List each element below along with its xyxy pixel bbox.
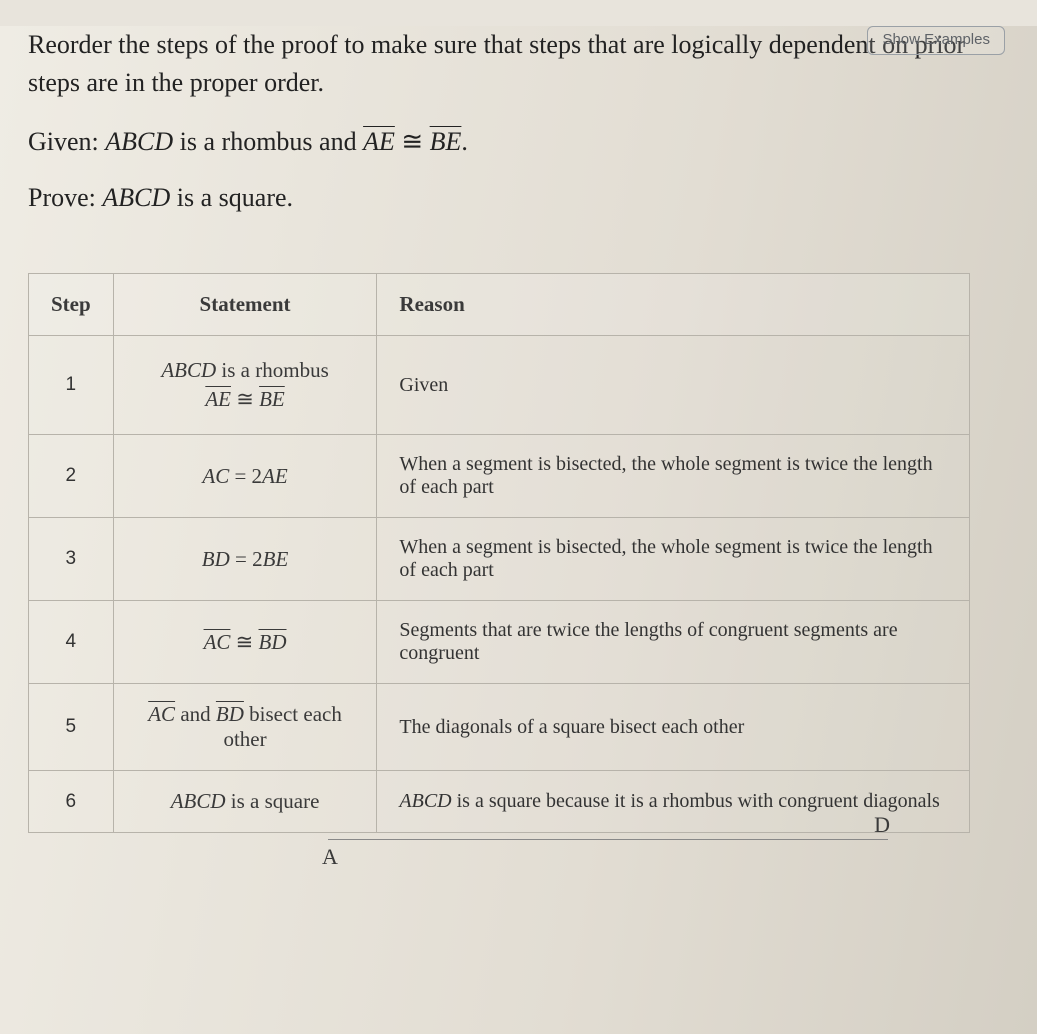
statement-cell: AC and BD bisect each other bbox=[113, 684, 377, 771]
step-number: 6 bbox=[29, 771, 114, 833]
stmt-seg: AE bbox=[205, 387, 231, 411]
stmt-lhs: AC bbox=[202, 464, 229, 488]
step-number: 4 bbox=[29, 601, 114, 684]
step-number: 3 bbox=[29, 518, 114, 601]
congruent-symbol: ≅ bbox=[236, 630, 254, 654]
given-text: is a rhombus and bbox=[173, 127, 363, 156]
prove-line: Prove: ABCD is a square. bbox=[28, 183, 1009, 213]
step-number: 5 bbox=[29, 684, 114, 771]
instructions-text: Reorder the steps of the proof to make s… bbox=[28, 26, 1009, 101]
given-label: Given: bbox=[28, 127, 99, 156]
proof-table: Step Statement Reason 1 ABCD is a rhombu… bbox=[28, 273, 970, 833]
show-examples-button[interactable]: Show Examples bbox=[867, 26, 1005, 55]
table-row[interactable]: 2 AC = 2AE When a segment is bisected, t… bbox=[29, 435, 970, 518]
prove-abcd: ABCD bbox=[102, 183, 170, 212]
statement-cell: AC = 2AE bbox=[113, 435, 377, 518]
table-row[interactable]: 3 BD = 2BE When a segment is bisected, t… bbox=[29, 518, 970, 601]
header-step: Step bbox=[29, 274, 114, 336]
reason-cell: When a segment is bisected, the whole se… bbox=[377, 435, 969, 518]
reason-cell: The diagonals of a square bisect each ot… bbox=[377, 684, 969, 771]
stmt-seg: BD bbox=[216, 702, 244, 726]
header-reason: Reason bbox=[377, 274, 969, 336]
diagram-vertex-a: A bbox=[322, 844, 338, 870]
stmt-text: and bbox=[175, 702, 216, 726]
stmt-seg: AC bbox=[204, 630, 231, 654]
statement-cell: AC ≅ BD bbox=[113, 601, 377, 684]
table-row[interactable]: 1 ABCD is a rhombus AE ≅ BE Given bbox=[29, 336, 970, 435]
worksheet-page: Show Examples Reorder the steps of the p… bbox=[0, 26, 1037, 1034]
stmt-op: = 2 bbox=[229, 464, 262, 488]
stmt-seg: BD bbox=[259, 630, 287, 654]
reason-cell: Segments that are twice the lengths of c… bbox=[377, 601, 969, 684]
congruent-symbol: ≅ bbox=[401, 127, 423, 156]
reason-text: is a square because it is a rhombus with… bbox=[452, 790, 940, 812]
prove-text: is a square. bbox=[170, 183, 293, 212]
header-statement: Statement bbox=[113, 274, 377, 336]
reason-cell: When a segment is bisected, the whole se… bbox=[377, 518, 969, 601]
step-number: 1 bbox=[29, 336, 114, 435]
stmt-rhs: AE bbox=[262, 464, 288, 488]
given-line: Given: ABCD is a rhombus and AE ≅ BE. bbox=[28, 127, 1009, 157]
diagram-edge: A D bbox=[328, 839, 888, 840]
statement-cell: BD = 2BE bbox=[113, 518, 377, 601]
reason-cell: Given bbox=[377, 336, 969, 435]
stmt-rhs: BE bbox=[263, 547, 289, 571]
table-row[interactable]: 6 ABCD is a square ABCD is a square beca… bbox=[29, 771, 970, 833]
stmt-text: is a rhombus bbox=[216, 358, 329, 382]
congruent-symbol: ≅ bbox=[236, 387, 254, 411]
stmt-op: = 2 bbox=[230, 547, 263, 571]
table-row[interactable]: 4 AC ≅ BD Segments that are twice the le… bbox=[29, 601, 970, 684]
diagram-vertex-d: D bbox=[874, 812, 890, 838]
table-row[interactable]: 5 AC and BD bisect each other The diagon… bbox=[29, 684, 970, 771]
table-header-row: Step Statement Reason bbox=[29, 274, 970, 336]
stmt-seg: AC bbox=[148, 702, 175, 726]
statement-cell: ABCD is a rhombus AE ≅ BE bbox=[113, 336, 377, 435]
stmt-abcd: ABCD bbox=[171, 789, 226, 813]
prove-label: Prove: bbox=[28, 183, 96, 212]
given-abcd: ABCD bbox=[105, 127, 173, 156]
given-seg-ae: AE bbox=[363, 127, 395, 156]
statement-cell: ABCD is a square bbox=[113, 771, 377, 833]
stmt-abcd: ABCD bbox=[161, 358, 216, 382]
step-number: 2 bbox=[29, 435, 114, 518]
reason-abcd: ABCD bbox=[399, 790, 451, 812]
stmt-text: is a square bbox=[226, 789, 320, 813]
stmt-lhs: BD bbox=[202, 547, 230, 571]
stmt-seg: BE bbox=[259, 387, 285, 411]
given-seg-be: BE bbox=[430, 127, 462, 156]
